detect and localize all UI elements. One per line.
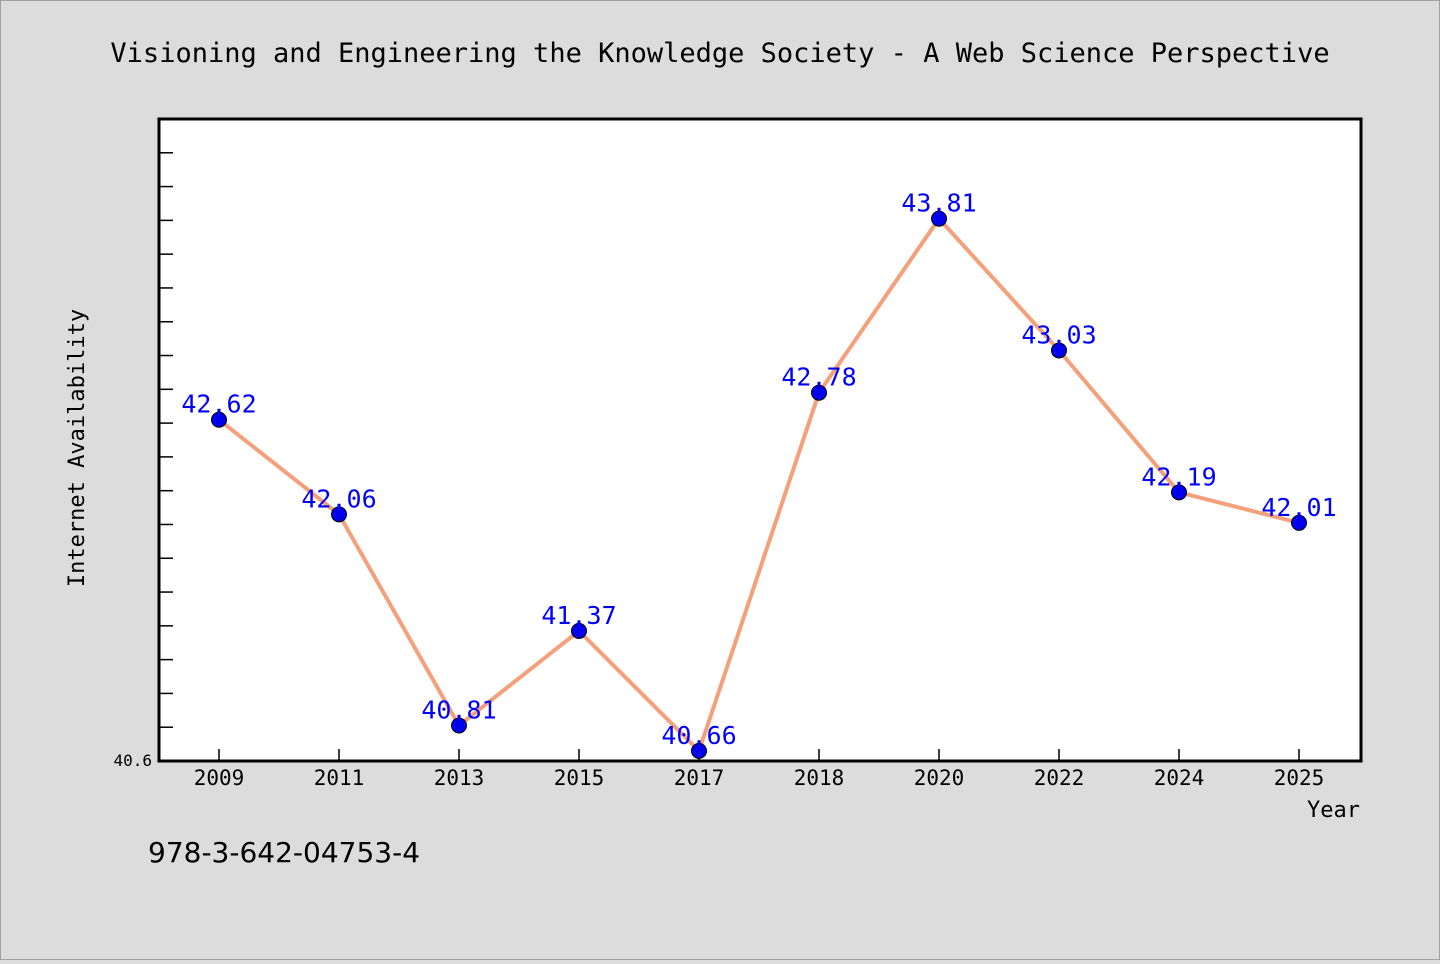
chart-title: Visioning and Engineering the Knowledge … (110, 38, 1329, 69)
series-availability: 42.62 42.06 40.81 41.37 40.66 42.78 43.81 43.03… (181, 189, 1337, 759)
x-tick-label: 2025 (1274, 766, 1325, 790)
data-label: 43.81 (901, 189, 976, 218)
x-axis-title: Year (1307, 798, 1360, 823)
x-tick-label: 2015 (554, 766, 605, 790)
x-tick-label: 2011 (314, 766, 365, 790)
data-label: 42.06 (301, 484, 376, 513)
x-tick-label: 2020 (914, 766, 965, 790)
x-axis-tick-labels: 2009 2011 2013 2015 2017 2018 2020 2022 2024 2025 (194, 766, 1325, 790)
series-line (217, 216, 1301, 753)
data-label: 42.19 (1141, 462, 1216, 491)
isbn-text: 978-3-642-04753-4 (148, 836, 420, 869)
data-point (451, 717, 467, 734)
x-tick-label: 2022 (1034, 766, 1085, 790)
data-label: 41.37 (541, 601, 616, 630)
data-label: 40.66 (661, 721, 736, 750)
x-tick-label: 2018 (794, 766, 845, 790)
data-label: 43.03 (1021, 320, 1096, 349)
data-point (1171, 484, 1187, 501)
x-axis-ticks (218, 749, 1300, 761)
data-point (931, 210, 947, 227)
x-tick-label: 2009 (194, 766, 245, 790)
x-tick-label: 2017 (674, 766, 725, 790)
data-point (1291, 514, 1307, 531)
data-point (811, 384, 827, 401)
data-point (211, 411, 227, 428)
x-tick-label: 2024 (1154, 766, 1205, 790)
data-label: 40.81 (421, 696, 496, 725)
data-point (331, 506, 347, 523)
data-label: 42.78 (781, 363, 856, 392)
data-point (571, 622, 587, 639)
data-point (1051, 342, 1067, 359)
x-tick-label: 2013 (434, 766, 485, 790)
data-label: 42.01 (1261, 493, 1336, 522)
y-axis-min-label: 40.6 (113, 751, 152, 770)
y-axis-minor-ticks (159, 118, 173, 728)
y-axis-title: Internet Availability (65, 309, 90, 587)
data-point (691, 742, 707, 759)
plot-area (157, 117, 1363, 763)
data-label: 42.62 (181, 390, 256, 419)
